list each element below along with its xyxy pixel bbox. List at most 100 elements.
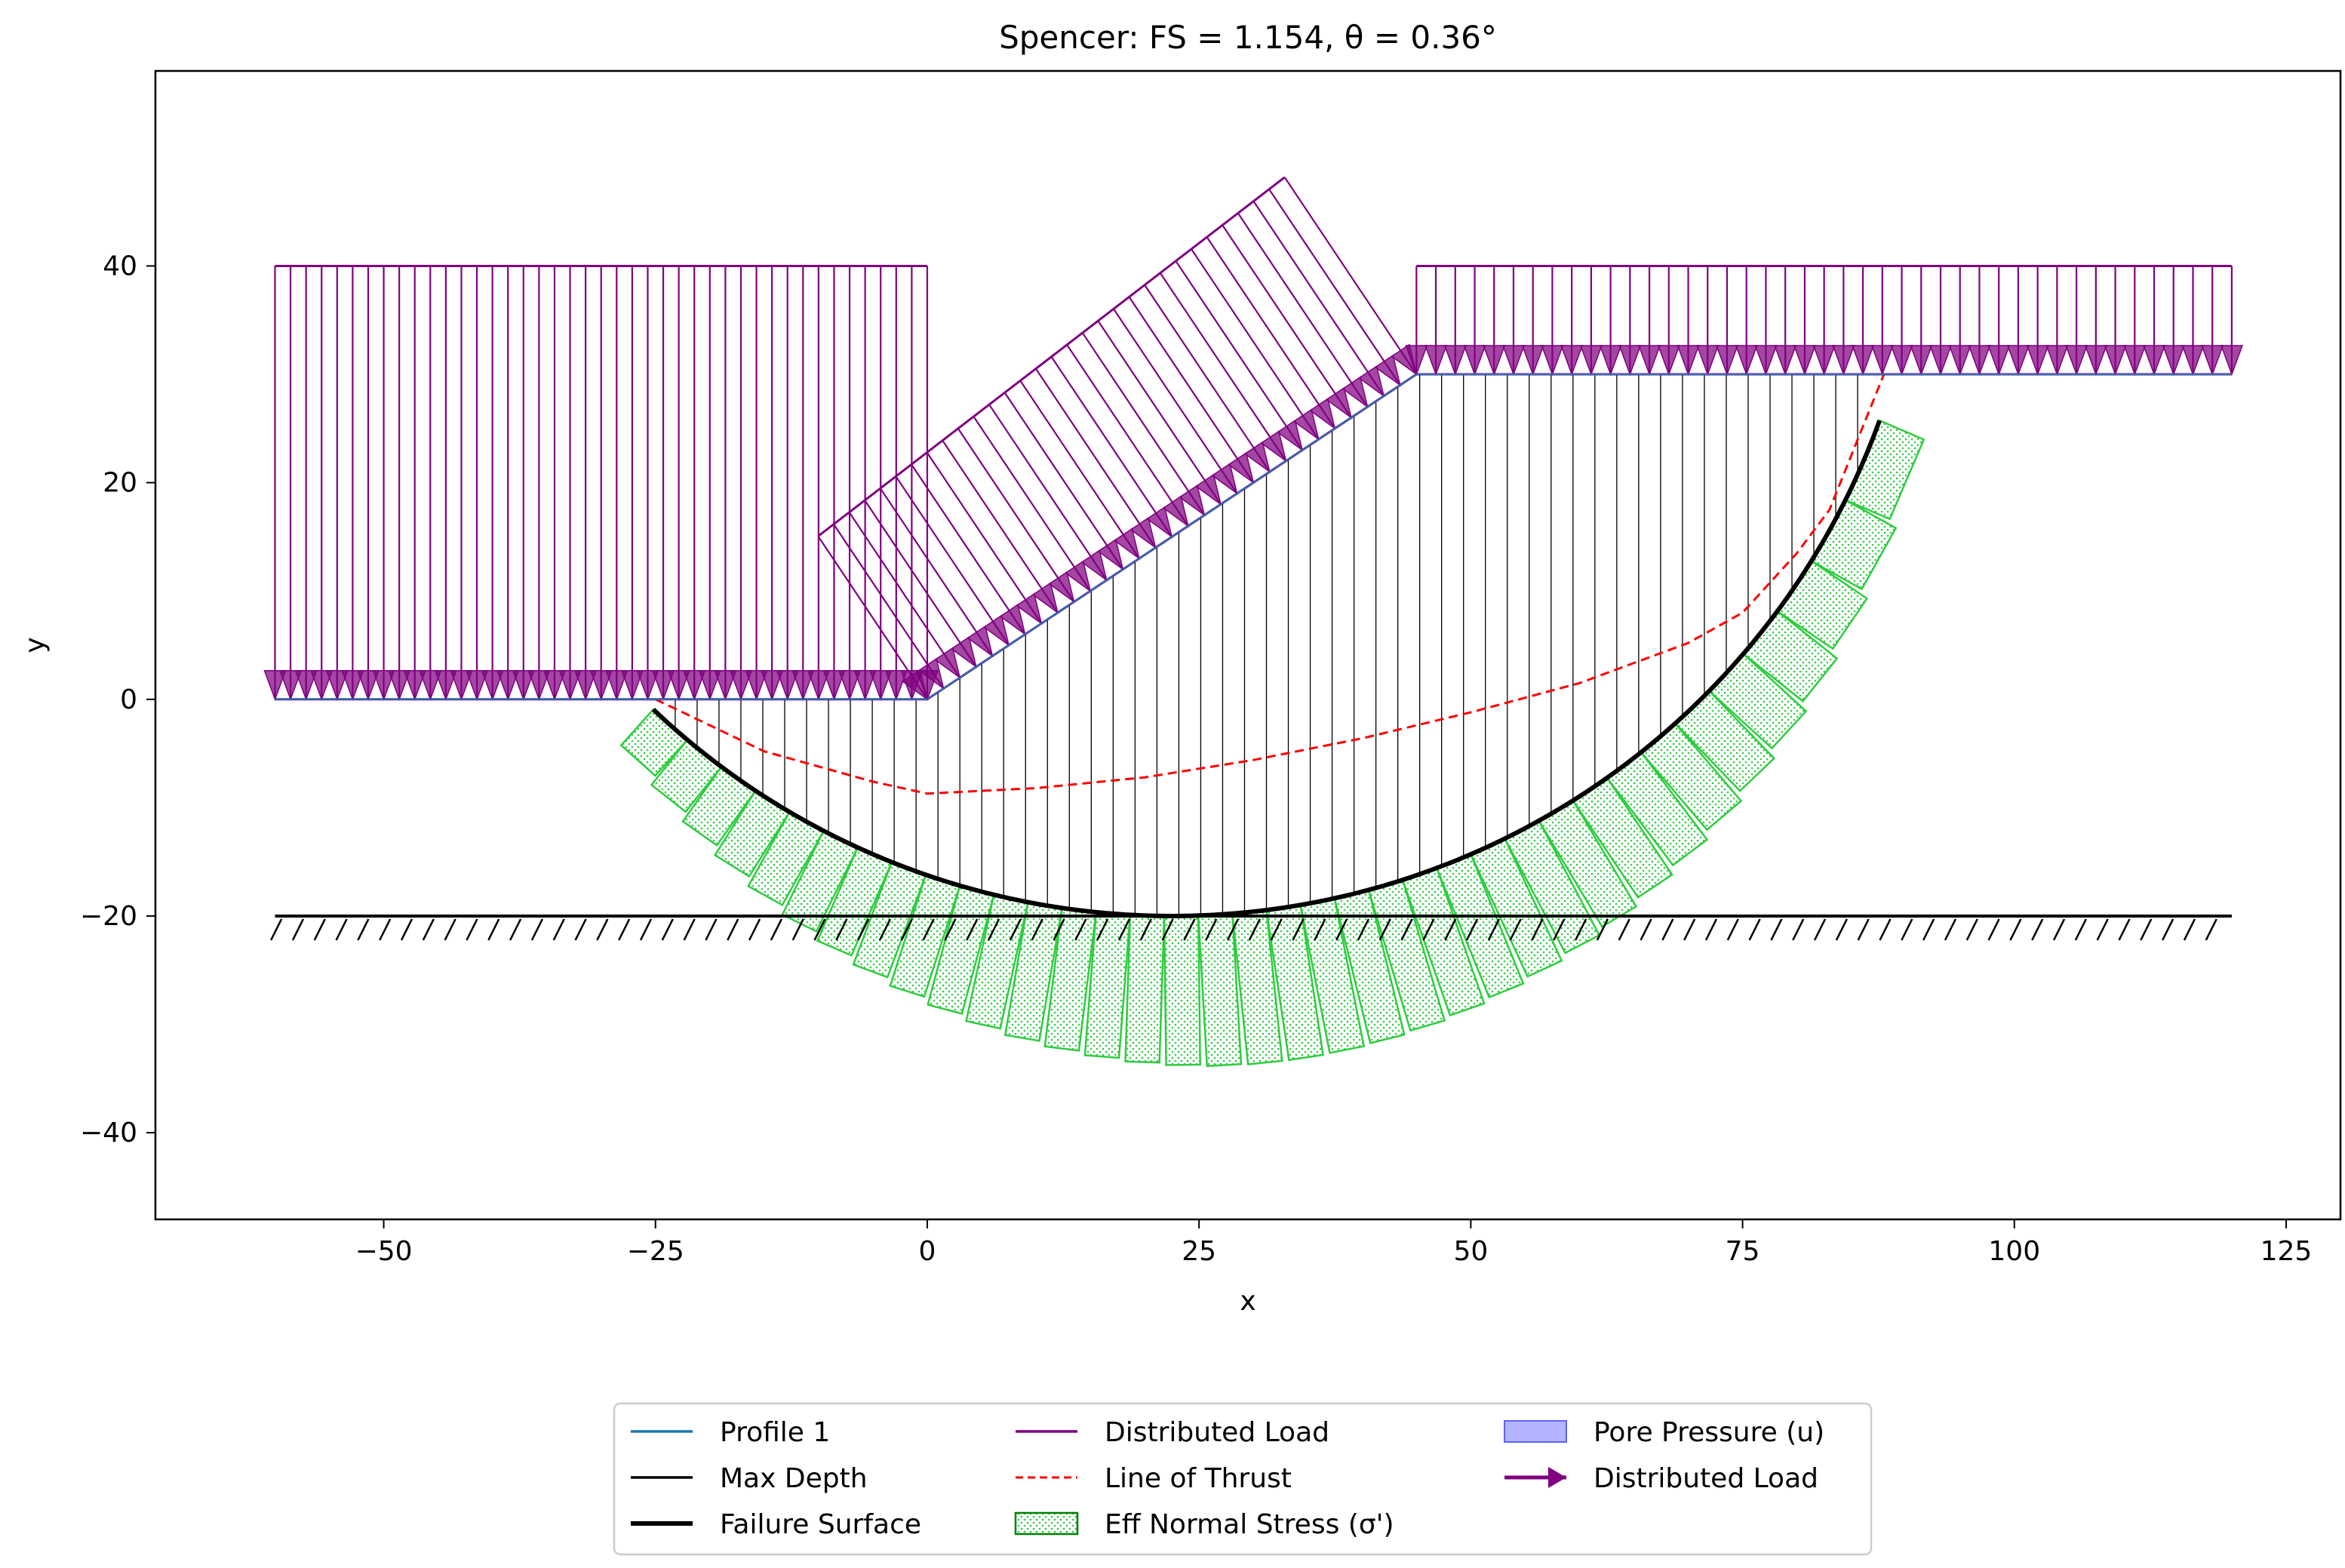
- load-arrow-shaft: [1097, 320, 1222, 505]
- load-arrow-head: [278, 670, 303, 701]
- y-tick-label: −40: [80, 1118, 137, 1148]
- load-arrow-head: [651, 670, 675, 701]
- max-depth-hatch: [574, 918, 587, 941]
- max-depth-hatch: [530, 918, 544, 941]
- load-arrow-head: [2065, 345, 2088, 377]
- legend-swatch-eff-normal-stress: [1014, 1511, 1079, 1536]
- load-arrow-head: [2123, 345, 2147, 377]
- y-tick-label: −20: [80, 901, 137, 932]
- load-arrow-head: [1292, 408, 1320, 441]
- load-arrow-head: [1832, 345, 1855, 377]
- max-depth-hatch: [2118, 918, 2131, 941]
- max-depth-hatch: [466, 918, 478, 941]
- max-depth-hatch: [1096, 918, 1109, 941]
- x-tick-label: 25: [1182, 1236, 1216, 1267]
- max-depth-hatch: [1618, 918, 1630, 941]
- max-depth-hatch: [857, 918, 870, 941]
- load-arrow-head: [1463, 345, 1486, 377]
- load-arrow-head: [2084, 345, 2107, 377]
- load-arrow-head: [527, 670, 551, 701]
- max-depth-hatch: [683, 918, 696, 941]
- chart-title: Spencer: FS = 1.154, θ = 0.36°: [999, 19, 1497, 56]
- axis-ticks: −50 −25 0 25 50 75 100 125 −40 −20 0 20 40: [80, 251, 2312, 1267]
- load-arrow-head: [982, 614, 1010, 647]
- load-arrow-shaft: [1237, 212, 1369, 407]
- load-arrow-head: [1657, 345, 1680, 377]
- load-arrow-head: [667, 670, 690, 701]
- load-arrow-head: [1793, 345, 1816, 377]
- load-arrow-head: [403, 670, 426, 701]
- load-arrow-shaft: [879, 487, 994, 656]
- max-depth-hatch: [748, 918, 761, 941]
- max-depth-hatch: [400, 918, 413, 941]
- max-depth-hatch: [1314, 918, 1326, 941]
- max-depth-hatch: [922, 918, 935, 941]
- load-arrow-head: [1031, 582, 1059, 614]
- load-arrow-shaft: [1081, 332, 1206, 516]
- load-arrow-head: [714, 670, 737, 701]
- max-depth-hatch: [291, 918, 305, 941]
- load-top-line: [817, 176, 1286, 537]
- load-arrow-head: [1309, 398, 1336, 430]
- load-arrow-shaft: [1113, 308, 1238, 494]
- load-arrow-head: [1754, 345, 1778, 377]
- max-depth-hatch: [1183, 918, 1196, 941]
- max-depth-hatch: [1357, 918, 1370, 941]
- load-arrow-head: [791, 670, 815, 701]
- load-arrow-head: [1599, 345, 1622, 377]
- load-arrow-head: [356, 670, 380, 701]
- max-depth-hatch: [1422, 918, 1435, 941]
- max-depth-hatch: [1792, 918, 1805, 941]
- load-arrow-head: [341, 670, 364, 701]
- load-arrow-head: [1541, 345, 1564, 377]
- load-arrow-head: [1048, 570, 1075, 604]
- max-depth-hatch: [422, 918, 435, 941]
- load-arrow-head: [1637, 345, 1661, 377]
- load-arrow-shaft: [1175, 260, 1303, 451]
- max-depth-hatch: [900, 918, 913, 941]
- load-arrow-head: [574, 670, 598, 701]
- load-arrow-head: [372, 670, 395, 701]
- load-arrow-head: [745, 670, 768, 701]
- max-depth-hatch: [1857, 918, 1870, 941]
- load-arrow-head: [1097, 538, 1124, 571]
- load-arrow-head: [1443, 345, 1467, 377]
- load-arrow-head: [450, 670, 473, 701]
- load-arrow-head: [1929, 345, 1953, 377]
- max-depth-hatch: [1465, 918, 1479, 941]
- load-arrow-head: [1146, 506, 1173, 539]
- x-tick-label: −50: [355, 1236, 413, 1267]
- max-depth-hatch: [813, 918, 826, 941]
- max-depth-hatch: [1531, 918, 1544, 941]
- load-arrow-head: [822, 670, 846, 701]
- max-depth-hatch: [1574, 918, 1587, 941]
- load-arrow-head: [1968, 345, 1991, 377]
- load-arrow-head: [1194, 473, 1222, 506]
- load-arrow-head: [2142, 345, 2166, 377]
- load-arrow-shaft: [988, 404, 1108, 581]
- max-depth-hatch: [1161, 918, 1174, 941]
- max-depth-hatch: [2009, 918, 2022, 941]
- load-arrow-head: [1162, 495, 1189, 527]
- load-arrow-head: [1910, 345, 1933, 377]
- max-depth-hatch: [987, 918, 1000, 941]
- legend-label: Max Depth: [720, 1463, 868, 1494]
- load-arrow-head: [1852, 345, 1875, 377]
- load-arrow-head: [496, 670, 520, 701]
- legend-label: Line of Thrust: [1105, 1463, 1292, 1494]
- load-arrow-head: [1715, 345, 1739, 377]
- load-arrow-head: [1080, 549, 1108, 582]
- max-depth-hatch: [1205, 918, 1218, 941]
- load-arrow-head: [1618, 345, 1642, 377]
- max-depth-hatch: [1596, 918, 1609, 941]
- load-arrow-head: [481, 670, 504, 701]
- load-arrow-head: [1391, 343, 1418, 376]
- max-depth-hatch: [1901, 918, 1913, 941]
- load-arrow-shaft: [973, 416, 1091, 592]
- max-depth-hatch: [1835, 918, 1848, 941]
- max-depth-hatch: [1965, 918, 1978, 941]
- eff-normal-stress-block: [1163, 915, 1201, 1066]
- max-depth-hatch: [1553, 918, 1566, 941]
- load-arrow-head: [1774, 345, 1797, 377]
- load-arrow-head: [589, 670, 613, 701]
